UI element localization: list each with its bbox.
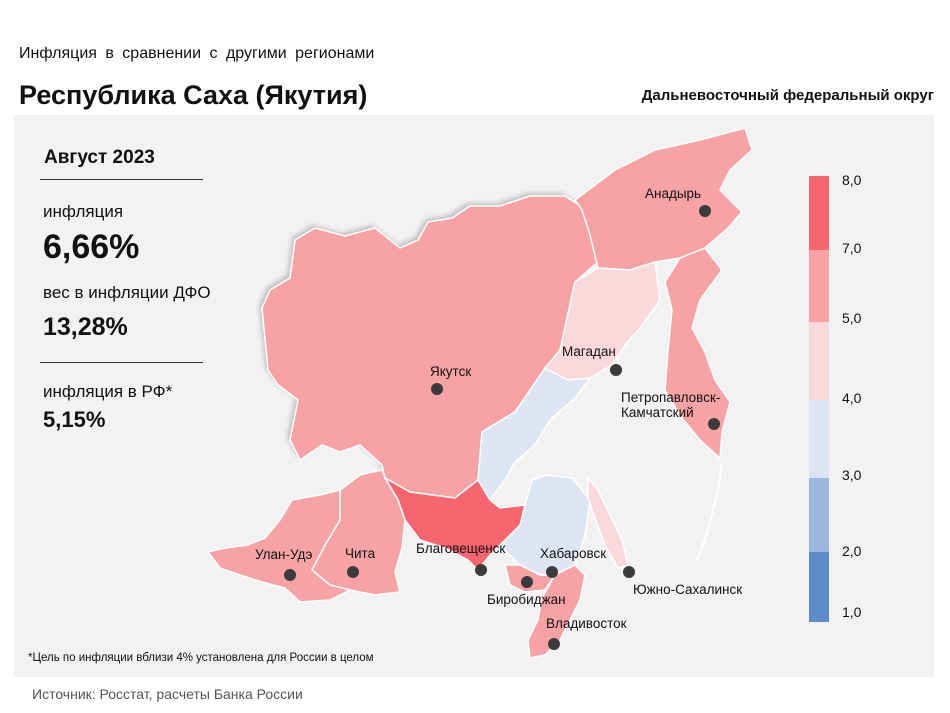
city-label-blagoveshchensk: Благовещенск xyxy=(416,541,505,556)
rf-inflation-value: 5,15% xyxy=(43,407,106,432)
city-label-birobidzhan: Биробиджан xyxy=(487,592,566,607)
city-label-khabarovsk: Хабаровск xyxy=(540,546,606,561)
region-yakutia xyxy=(261,195,599,499)
legend-segment xyxy=(809,176,829,250)
period-label: Август 2023 xyxy=(44,147,155,168)
divider-bottom xyxy=(40,362,203,363)
legend-segment xyxy=(809,478,829,552)
region-buryatia xyxy=(206,489,353,603)
legend-tick-label: 8,0 xyxy=(842,172,862,188)
legend-tick-label: 4,0 xyxy=(842,390,862,406)
city-dot-blagoveshchensk xyxy=(475,564,487,576)
inflation-value: 6,66% xyxy=(43,228,140,266)
city-label-vladivostok: Владивосток xyxy=(546,616,627,631)
city-label-chita: Чита xyxy=(345,546,376,561)
city-dot-yuzhno-sakhalinsk xyxy=(623,566,635,578)
city-dot-vladivostok xyxy=(548,638,560,650)
district-title: Дальневосточный федеральный округ xyxy=(641,87,934,104)
city-dot-magadan xyxy=(610,364,622,376)
city-label-magadan: Магадан xyxy=(562,344,616,359)
city-label-yakutsk: Якутск xyxy=(430,364,471,379)
legend-tick-label: 2,0 xyxy=(842,543,862,559)
legend-tick-label: 5,0 xyxy=(842,310,862,326)
legend-segment xyxy=(809,322,829,400)
rf-inflation-label: инфляция в РФ* xyxy=(43,382,173,401)
city-label-anadyr: Анадырь xyxy=(645,186,701,201)
region-kamchatka xyxy=(664,247,731,460)
city-dot-chita xyxy=(347,566,359,578)
city-dot-anadyr xyxy=(699,205,711,217)
city-label-petropavlovsk-2: Камчатский xyxy=(621,405,694,420)
legend-tick-label: 3,0 xyxy=(842,467,862,483)
region-title: Республика Саха (Якутия) xyxy=(19,80,368,110)
legend-tick-label: 7,0 xyxy=(842,240,862,256)
legend-segment xyxy=(809,400,829,478)
city-label-ulan-ude: Улан-Удэ xyxy=(255,547,313,562)
divider-top xyxy=(40,179,203,180)
chart-subtitle: Инфляция в сравнении с другими регионами xyxy=(19,45,375,62)
city-label-yuzhno-sakhalinsk: Южно-Сахалинск xyxy=(633,582,742,597)
legend-tick-label: 1,0 xyxy=(842,604,862,620)
weight-value: 13,28% xyxy=(43,313,128,341)
city-dot-yakutsk xyxy=(431,383,443,395)
legend-segment xyxy=(809,250,829,322)
legend-segment xyxy=(809,552,829,622)
region-sakhalin xyxy=(587,475,629,569)
weight-label: вес в инфляции ДФО xyxy=(43,283,211,302)
footnote: *Цель по инфляции вблизи 4% установлена … xyxy=(28,652,374,664)
region-magadan xyxy=(543,261,661,381)
kuril-islands xyxy=(696,464,723,561)
source-note: Источник: Росстат, расчеты Банка России xyxy=(32,686,303,702)
city-label-petropavlovsk-1: Петропавловск- xyxy=(621,390,720,405)
city-dot-khabarovsk xyxy=(546,566,558,578)
city-dot-ulan-ude xyxy=(284,569,296,581)
region-amur xyxy=(382,475,526,572)
region-chukotka xyxy=(573,127,753,271)
city-dot-birobidzhan xyxy=(521,576,533,588)
city-dot-petropavlovsk xyxy=(708,418,720,430)
inflation-label: инфляция xyxy=(43,202,124,221)
